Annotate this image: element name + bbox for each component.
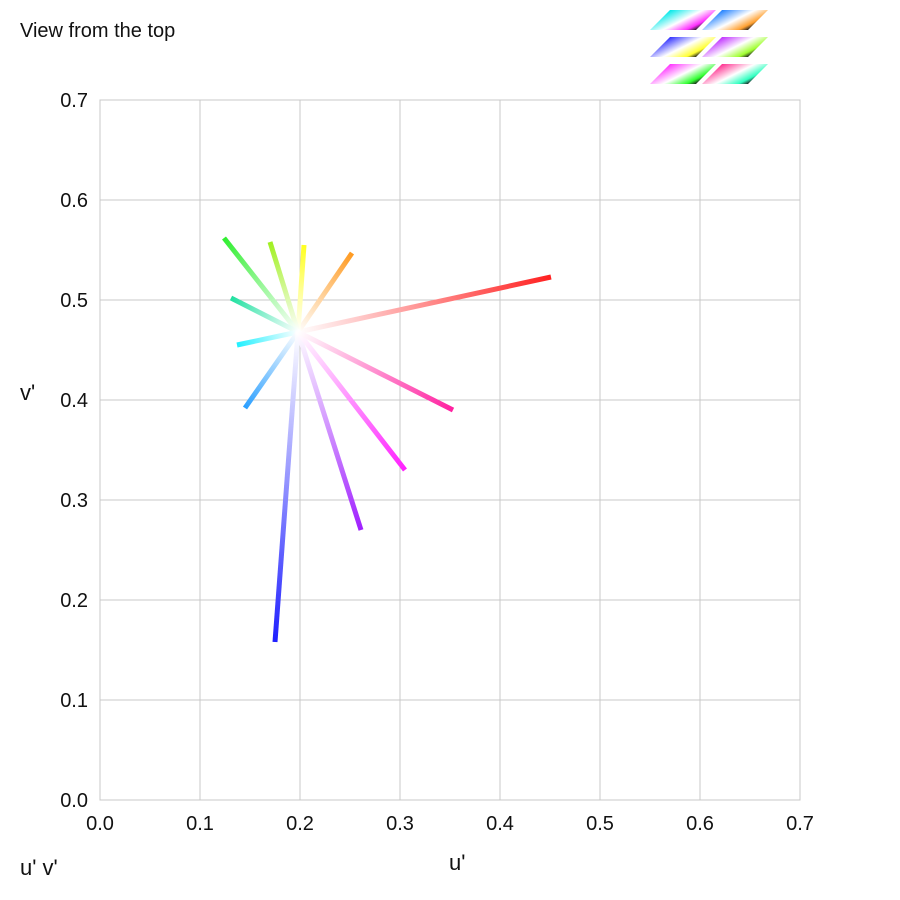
series-line bbox=[296, 329, 455, 413]
tick-labels: 0.0 0.1 0.2 0.3 0.4 0.5 0.6 0.7 0.0 0.1 0.2 0.3 0.4 0… bbox=[60, 90, 814, 835]
x-tick-label: 0.2 bbox=[286, 813, 314, 835]
grid bbox=[99, 99, 801, 801]
x-axis-label: u' bbox=[449, 850, 466, 875]
y-tick-label: 0.6 bbox=[60, 190, 88, 212]
x-tick-label: 0.7 bbox=[786, 813, 814, 835]
x-tick-label: 0.4 bbox=[486, 813, 514, 835]
series-line bbox=[267, 241, 301, 333]
chart-title: View from the top bbox=[20, 20, 176, 42]
series-line bbox=[296, 330, 407, 472]
series-line bbox=[295, 244, 307, 333]
series-line bbox=[295, 331, 364, 531]
series-line bbox=[229, 295, 300, 335]
y-tick-label: 0.2 bbox=[60, 590, 88, 612]
y-tick-label: 0.3 bbox=[60, 490, 88, 512]
series-line bbox=[242, 330, 301, 410]
y-axis-label: v' bbox=[20, 380, 36, 405]
series-line bbox=[222, 236, 300, 334]
x-tick-label: 0.6 bbox=[686, 813, 714, 835]
series-line bbox=[272, 331, 301, 643]
x-tick-label: 0.3 bbox=[386, 813, 414, 835]
y-tick-label: 0.0 bbox=[60, 790, 88, 812]
plot-frame bbox=[99, 99, 801, 801]
x-tick-label: 0.5 bbox=[586, 813, 614, 835]
color-space-label: u' v' bbox=[20, 855, 58, 880]
series-lines bbox=[222, 236, 552, 643]
x-tick-label: 0.1 bbox=[186, 813, 214, 835]
series-line bbox=[295, 251, 355, 334]
series-line bbox=[297, 274, 552, 335]
series-line bbox=[236, 329, 299, 348]
y-tick-label: 0.7 bbox=[60, 90, 88, 112]
y-tick-label: 0.4 bbox=[60, 390, 88, 412]
y-tick-label: 0.1 bbox=[60, 690, 88, 712]
x-tick-label: 0.0 bbox=[86, 813, 114, 835]
y-tick-label: 0.5 bbox=[60, 290, 88, 312]
